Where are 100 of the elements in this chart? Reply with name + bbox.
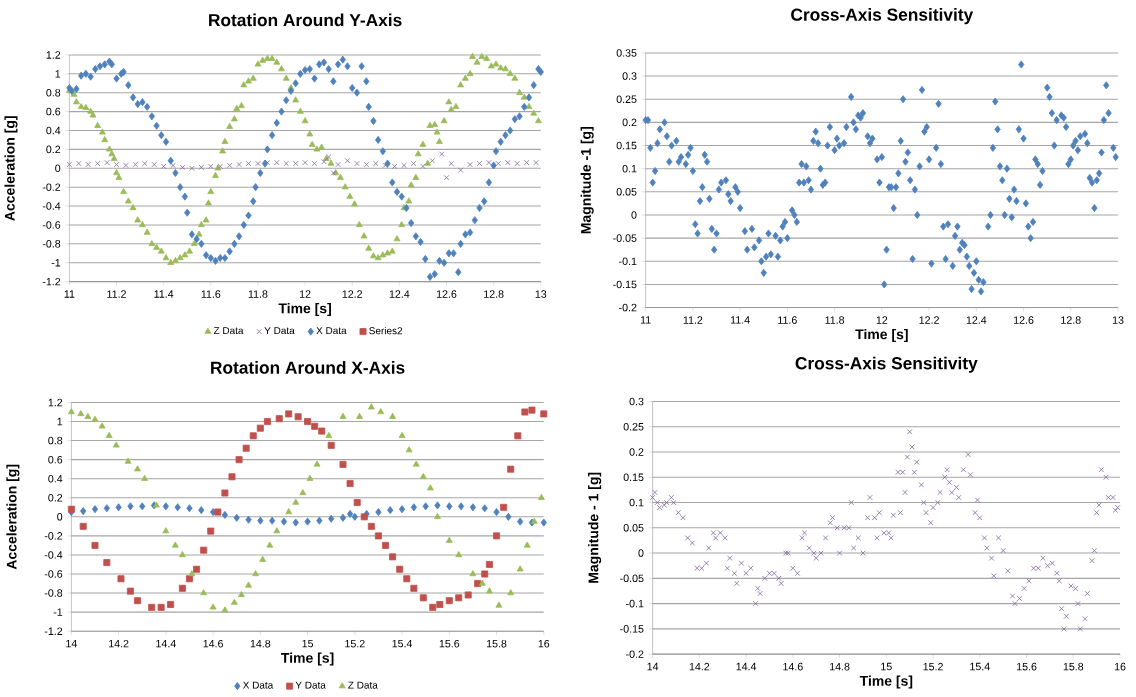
y-tick-label: 0.6 [48,455,63,464]
y-tick-label: -1 [51,259,61,267]
x-axis-title: Time [s] [859,675,913,689]
x-tick-label: 12.6 [436,290,457,298]
x-tick-label: 14.4 [736,662,757,671]
x-tick-label: 15.8 [486,639,507,648]
x-tick-label: 11.8 [248,290,268,298]
legend-label: Y Data [295,681,326,689]
y-tick-label: -0.2 [626,650,644,658]
y-tick-label: -0.4 [44,551,63,559]
x-axis-title: Time [s] [281,652,334,666]
x-tick-label: 11.6 [201,290,221,298]
y-tick-label: 0.8 [48,436,63,445]
x-tick-label: 12.2 [919,316,939,324]
x-tick-label: 16 [538,639,550,648]
x-tick-label: 13 [535,290,547,298]
y-tick-label: 0.2 [629,448,644,456]
y-axis-title: Acceleration [g] [4,116,18,221]
y-tick-label: -0.1 [626,599,644,608]
y-tick-label: 0.25 [623,422,644,431]
y-tick-label: -0.05 [620,574,644,583]
y-tick-label: 0.3 [629,397,644,406]
y-tick-label: -0.05 [613,234,637,242]
x-tick-label: 11.2 [107,290,126,298]
x-tick-label: 11.8 [825,316,845,324]
legend-label: Z Data [213,327,244,335]
y-tick-label: 0.25 [616,95,637,103]
x-tick-label: 11.4 [730,316,750,324]
y-tick-label: -0.1 [619,257,637,266]
y-tick-label: -1.2 [44,627,63,635]
chart-title: Cross-Axis Sensitivity [795,356,978,373]
y-tick-label: -0.4 [42,202,61,210]
x-tick-label: 12.2 [342,290,363,298]
x-tick-label: 14.2 [109,639,129,648]
chart-title: Rotation Around Y-Axis [209,13,402,27]
y-tick-label: 0.1 [629,498,644,507]
x-tick-label: 12.8 [484,290,504,298]
x-tick-label: 15.8 [1063,662,1084,671]
x-tick-label: 16 [1114,662,1126,671]
chart-title: Rotation Around X-Axis [211,361,405,374]
y-tick-label: 0.05 [623,524,644,532]
y-tick-label: 0.2 [622,118,637,127]
x-tick-label: 11.4 [154,290,174,298]
y-axis-title: Magnitude - 1 [g] [588,472,602,583]
x-tick-label: 12.4 [966,316,987,324]
x-tick-label: 13 [1112,316,1124,324]
x-tick-label: 14.6 [783,662,803,671]
y-tick-label: 1 [57,417,63,426]
x-tick-label: 15.2 [923,662,943,671]
legend-label: X Data [242,681,274,689]
y-tick-label: 0.8 [46,88,61,97]
y-tick-label: 0.35 [616,49,637,57]
x-tick-label: 11 [640,316,651,324]
y-tick-label: -0.8 [42,240,61,248]
y-tick-label: 0.4 [48,474,63,483]
x-tick-label: 15 [302,639,314,648]
y-tick-label: 0 [57,513,63,521]
chart-title: Cross-Axis Sensitivity [791,8,974,25]
x-tick-label: 14.6 [203,639,223,648]
legend-label: X Data [316,327,347,335]
x-tick-label: 14.2 [689,662,710,671]
y-axis-title: Acceleration [g] [6,464,20,570]
y-tick-label: 0.15 [623,473,644,482]
y-tick-label: -1 [53,608,63,616]
x-tick-label: 14 [647,662,659,671]
y-tick-label: 0.6 [46,107,61,116]
x-tick-label: 11.6 [778,316,797,324]
x-tick-label: 12.6 [1014,316,1034,324]
y-tick-label: 0 [638,549,644,557]
y-tick-label: 0.1 [622,164,637,173]
x-tick-label: 12 [299,290,311,298]
y-tick-label: 1 [55,70,61,78]
x-tick-label: 15.6 [1017,662,1037,671]
x-axis-title: Time [s] [278,302,331,316]
y-tick-label: -1.2 [42,277,61,286]
x-tick-label: 11 [64,290,75,298]
y-tick-label: 1.2 [48,398,63,407]
y-tick-label: 0.3 [622,72,637,80]
y-tick-label: 0.2 [46,145,61,154]
x-tick-label: 12 [876,316,888,324]
x-tick-label: 15.2 [345,639,365,648]
x-tick-label: 15.6 [439,639,460,648]
y-tick-label: 0.05 [616,188,637,196]
legend-label: Y Data [264,327,295,335]
y-tick-label: -0.2 [619,303,637,312]
y-tick-label: -0.2 [44,532,63,540]
x-tick-label: 15.4 [970,662,990,671]
y-tick-label: 1.2 [46,51,61,59]
x-tick-label: 11.2 [683,316,703,324]
y-tick-label: -0.6 [44,570,63,578]
y-tick-label: -0.6 [42,221,61,229]
legend-label: Z Data [348,681,378,689]
y-axis-title: Magnitude -1 [g] [580,127,594,234]
x-axis-title: Time [s] [855,328,908,342]
x-tick-label: 14.8 [250,639,271,648]
y-tick-label: 0 [55,164,61,172]
x-tick-label: 15.4 [392,639,413,648]
y-tick-label: 0.15 [616,141,637,150]
y-tick-label: -0.15 [620,625,644,633]
y-tick-label: 0 [631,211,637,219]
